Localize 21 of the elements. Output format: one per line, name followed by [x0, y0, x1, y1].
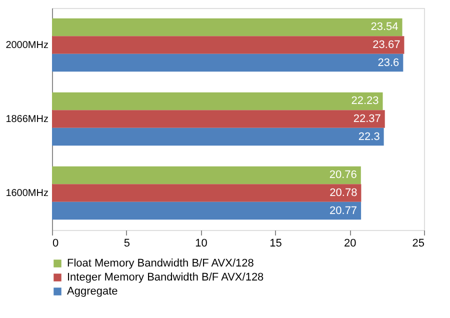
data-label: 20.78: [330, 187, 358, 199]
legend-label: Float Memory Bandwidth B/F AVX/128: [67, 258, 254, 270]
x-tick-label: 20: [344, 238, 356, 250]
legend-label: Aggregate: [67, 286, 118, 298]
x-tick-label: 5: [124, 238, 130, 250]
data-label: 23.6: [378, 56, 400, 69]
legend-label: Integer Memory Bandwidth B/F AVX/128: [67, 272, 264, 284]
data-label: 22.3: [358, 130, 380, 143]
data-label: 22.37: [353, 113, 381, 125]
x-tick-label: 15: [270, 238, 282, 250]
data-label: 20.76: [329, 169, 357, 182]
x-tick-label: 0: [52, 238, 59, 250]
data-label: 20.77: [330, 204, 358, 217]
data-label: 23.54: [370, 21, 398, 34]
data-label: 23.67: [372, 39, 400, 51]
data-label: 22.23: [351, 95, 379, 108]
y-tick-label: 1866MHz: [6, 114, 48, 125]
x-tick-label: 10: [195, 238, 208, 250]
x-tick-label: 25: [412, 238, 424, 250]
y-tick-label: 1600MHz: [6, 188, 48, 199]
y-tick-label: 2000MHz: [6, 40, 48, 51]
